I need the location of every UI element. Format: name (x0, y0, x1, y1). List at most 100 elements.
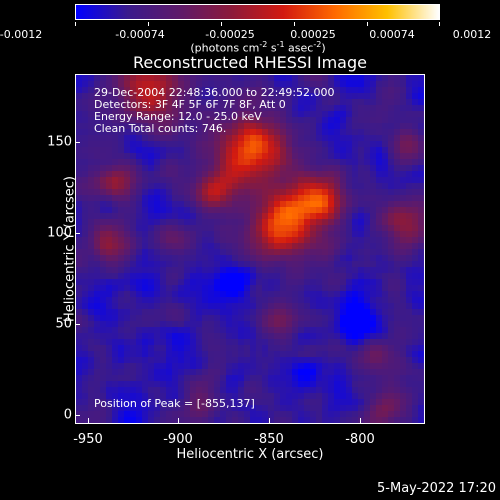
heatmap-cell (178, 105, 185, 112)
heatmap-cell (370, 261, 377, 268)
heatmap-cell (316, 111, 323, 118)
heatmap-cell (178, 303, 185, 310)
heatmap-cell (322, 291, 329, 298)
heatmap-cell (154, 405, 161, 412)
heatmap-cell (172, 345, 179, 352)
heatmap-cell (382, 243, 389, 250)
heatmap-cell (406, 393, 413, 400)
heatmap-cell (340, 321, 347, 328)
heatmap-cell (154, 87, 161, 94)
heatmap-cell (124, 141, 131, 148)
heatmap-cell (388, 333, 395, 340)
heatmap-cell (286, 231, 293, 238)
heatmap-cell (322, 171, 329, 178)
heatmap-cell (172, 405, 179, 412)
heatmap-cell (112, 339, 119, 346)
heatmap-cell (166, 351, 173, 358)
heatmap-cell (214, 339, 221, 346)
heatmap-cell (94, 405, 101, 412)
heatmap-cell (286, 411, 293, 418)
heatmap-cell (220, 105, 227, 112)
heatmap-cell (346, 291, 353, 298)
heatmap-cell (136, 225, 143, 232)
heatmap-cell (352, 285, 359, 292)
heatmap-cell (136, 381, 143, 388)
heatmap-cell (268, 369, 275, 376)
heatmap-cell (154, 381, 161, 388)
heatmap-cell (292, 165, 299, 172)
heatmap-cell (256, 381, 263, 388)
heatmap-cell (202, 363, 209, 370)
heatmap-cell (166, 147, 173, 154)
heatmap-cell (310, 345, 317, 352)
heatmap-cell (280, 393, 287, 400)
heatmap-cell (220, 117, 227, 124)
heatmap-cell (412, 177, 419, 184)
heatmap-cell (334, 225, 341, 232)
heatmap-cell (292, 405, 299, 412)
heatmap-cell (256, 129, 263, 136)
heatmap-cell (262, 207, 269, 214)
heatmap-cell (358, 411, 365, 418)
heatmap-cell (346, 255, 353, 262)
heatmap-cell (394, 195, 401, 202)
heatmap-cell (94, 333, 101, 340)
heatmap-cell (400, 315, 407, 322)
heatmap-cell (382, 381, 389, 388)
heatmap-cell (364, 273, 371, 280)
heatmap-cell (280, 117, 287, 124)
heatmap-cell (268, 159, 275, 166)
heatmap-cell (406, 285, 413, 292)
heatmap-cell (220, 279, 227, 286)
heatmap-cell (394, 399, 401, 406)
heatmap-cell (256, 237, 263, 244)
heatmap-cell (304, 267, 311, 274)
heatmap-cell (382, 117, 389, 124)
heatmap-cell (112, 135, 119, 142)
heatmap-cell (292, 315, 299, 322)
heatmap-cell (130, 375, 137, 382)
heatmap-cell (88, 255, 95, 262)
heatmap-cell (358, 291, 365, 298)
heatmap-cell (280, 141, 287, 148)
heatmap-cell (220, 375, 227, 382)
heatmap-cell (412, 381, 419, 388)
heatmap-cell (286, 339, 293, 346)
heatmap-cell (370, 207, 377, 214)
heatmap-cell (358, 75, 365, 82)
heatmap-cell (298, 327, 305, 334)
heatmap-cell (172, 399, 179, 406)
heatmap-cell (100, 303, 107, 310)
heatmap-cell (244, 189, 251, 196)
heatmap-cell (358, 249, 365, 256)
heatmap-cell (334, 165, 341, 172)
heatmap-cell (106, 357, 113, 364)
heatmap-cell (364, 279, 371, 286)
heatmap-cell (148, 387, 155, 394)
heatmap-cell (274, 243, 281, 250)
heatmap-cell (214, 303, 221, 310)
heatmap-cell (226, 345, 233, 352)
heatmap-cell (310, 237, 317, 244)
heatmap-cell (274, 345, 281, 352)
heatmap-cell (82, 99, 89, 106)
heatmap-cell (148, 303, 155, 310)
heatmap-cell (220, 285, 227, 292)
heatmap-cell (112, 189, 119, 196)
heatmap-cell (412, 369, 419, 376)
heatmap-cell (382, 387, 389, 394)
heatmap-cell (346, 129, 353, 136)
heatmap-cell (130, 207, 137, 214)
heatmap-cell (124, 381, 131, 388)
heatmap-cell (94, 393, 101, 400)
heatmap-cell (280, 171, 287, 178)
heatmap-cell (418, 147, 424, 154)
heatmap-cell (118, 75, 125, 82)
heatmap-cell (220, 159, 227, 166)
heatmap-cell (220, 231, 227, 238)
heatmap-cell (310, 165, 317, 172)
heatmap-cell (286, 75, 293, 82)
heatmap-cell (130, 303, 137, 310)
heatmap-cell (418, 297, 424, 304)
heatmap-cell (322, 357, 329, 364)
